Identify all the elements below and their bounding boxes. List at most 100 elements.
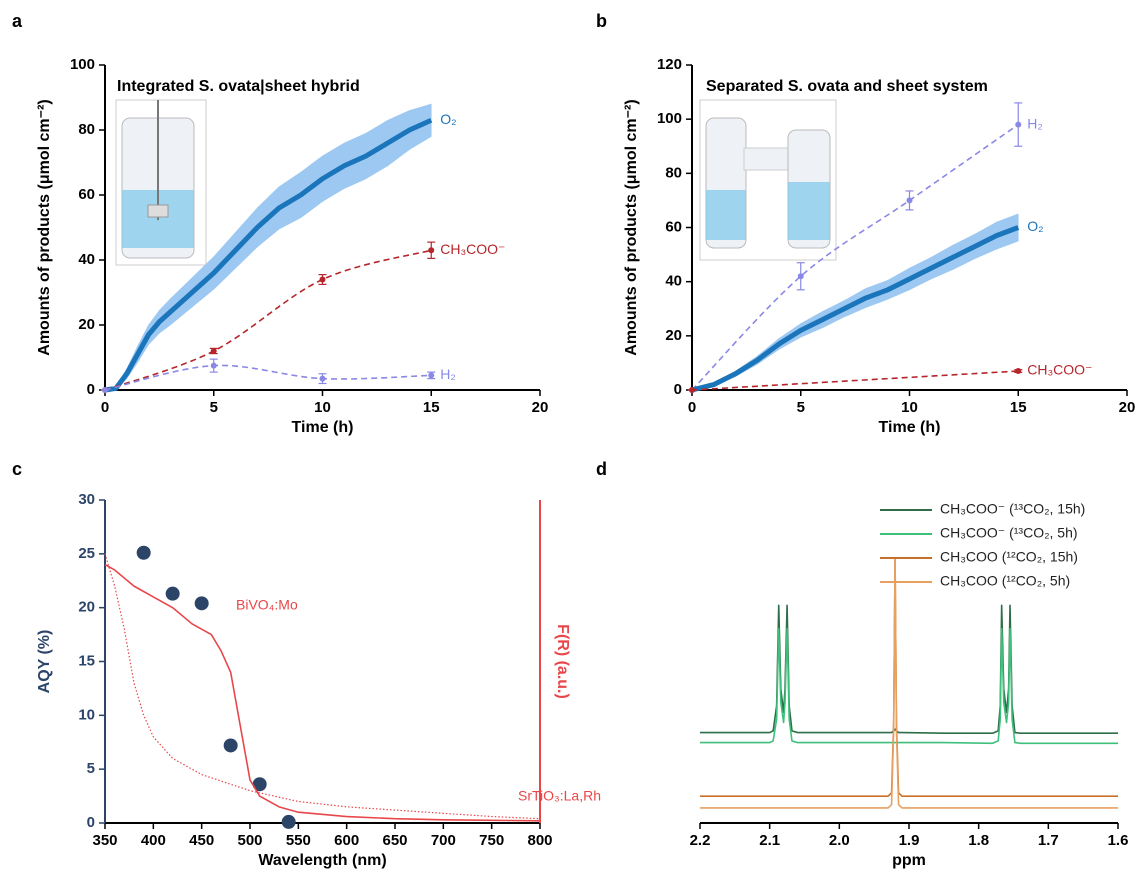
x-tick-label: 1.9 bbox=[899, 832, 920, 849]
legend-label: CH₃COO⁻ (¹³CO₂, 15h) bbox=[940, 501, 1085, 517]
y-tick-label: 30 bbox=[78, 491, 95, 508]
y2-axis-label: F(R) (a.u.) bbox=[554, 624, 571, 699]
y-tick-label: 80 bbox=[665, 164, 682, 181]
y-axis-label: Amounts of products (μmol cm⁻²) bbox=[36, 99, 53, 355]
y-tick-label: 25 bbox=[78, 545, 95, 562]
x-axis-label: ppm bbox=[892, 852, 926, 869]
marker bbox=[1015, 368, 1022, 375]
y-axis-label: Amounts of products (μmol cm⁻²) bbox=[623, 99, 640, 355]
marker bbox=[210, 362, 217, 369]
y-tick-label: 20 bbox=[78, 316, 95, 333]
y-tick-label: 0 bbox=[674, 381, 682, 398]
x-tick-label: 500 bbox=[237, 832, 262, 849]
x-tick-label: 700 bbox=[431, 832, 456, 849]
x-tick-label: 0 bbox=[688, 399, 696, 416]
series-line bbox=[104, 553, 541, 820]
y-tick-label: 80 bbox=[78, 121, 95, 138]
panel-label: d bbox=[596, 459, 607, 479]
x-tick-label: 1.6 bbox=[1108, 832, 1129, 849]
marker bbox=[319, 276, 326, 283]
chart-title: Integrated S. ovata|sheet hybrid bbox=[117, 78, 360, 95]
chart-title: Separated S. ovata and sheet system bbox=[706, 78, 988, 95]
y-tick-label: 120 bbox=[657, 56, 682, 73]
x-tick-label: 600 bbox=[334, 832, 359, 849]
x-tick-label: 350 bbox=[92, 832, 117, 849]
y-tick-label: 5 bbox=[87, 760, 95, 777]
series-label: CH₃COO⁻ bbox=[440, 241, 505, 257]
x-tick-label: 1.7 bbox=[1038, 832, 1059, 849]
marker bbox=[797, 273, 804, 280]
y-tick-label: 20 bbox=[78, 599, 95, 616]
x-tick-label: 450 bbox=[189, 832, 214, 849]
marker bbox=[689, 387, 695, 393]
x-axis-label: Wavelength (nm) bbox=[258, 852, 386, 869]
x-tick-label: 10 bbox=[314, 399, 331, 416]
x-axis-label: Time (h) bbox=[292, 419, 354, 436]
series-label: H₂ bbox=[1027, 115, 1043, 131]
x-tick-label: 2.2 bbox=[690, 832, 711, 849]
inset-reactor-b bbox=[699, 99, 837, 261]
y-tick-label: 20 bbox=[665, 327, 682, 344]
marker bbox=[906, 197, 913, 204]
y-tick-label: 10 bbox=[78, 706, 95, 723]
x-axis-label: Time (h) bbox=[879, 419, 941, 436]
panel-label: c bbox=[12, 459, 22, 479]
marker bbox=[428, 372, 435, 379]
x-tick-label: 1.8 bbox=[968, 832, 989, 849]
x-tick-label: 20 bbox=[1119, 399, 1136, 416]
panel-label: a bbox=[12, 11, 23, 31]
marker bbox=[223, 738, 238, 753]
series-line bbox=[700, 557, 1118, 797]
x-tick-label: 2.0 bbox=[829, 832, 850, 849]
y-tick-label: 0 bbox=[87, 814, 95, 831]
marker bbox=[210, 348, 217, 354]
x-tick-label: 20 bbox=[532, 399, 549, 416]
y-tick-label: 40 bbox=[78, 251, 95, 268]
series-line bbox=[700, 604, 1118, 735]
x-tick-label: 15 bbox=[423, 399, 440, 416]
marker bbox=[102, 387, 108, 393]
x-tick-label: 0 bbox=[101, 399, 109, 416]
x-tick-label: 800 bbox=[527, 832, 552, 849]
legend-label: CH₃COO (¹²CO₂, 5h) bbox=[940, 573, 1070, 589]
y-tick-label: 60 bbox=[665, 218, 682, 235]
marker bbox=[136, 545, 151, 560]
x-tick-label: 2.1 bbox=[759, 832, 780, 849]
marker bbox=[165, 586, 180, 601]
series-label: O₂ bbox=[1027, 218, 1043, 234]
marker bbox=[1015, 121, 1022, 128]
x-tick-label: 5 bbox=[210, 399, 218, 416]
marker bbox=[319, 375, 326, 382]
series-line bbox=[104, 364, 432, 391]
legend-label: CH₃COO⁻ (¹³CO₂, 5h) bbox=[940, 525, 1078, 541]
series-label: CH₃COO⁻ bbox=[1027, 362, 1092, 378]
series-label: SrTiO₃:La,Rh bbox=[518, 788, 601, 804]
panel-label: b bbox=[596, 11, 607, 31]
series-line bbox=[691, 225, 1020, 393]
marker bbox=[252, 777, 267, 792]
x-tick-label: 400 bbox=[141, 832, 166, 849]
series-label: O₂ bbox=[440, 111, 456, 127]
marker bbox=[281, 814, 296, 829]
legend-label: CH₃COO (¹²CO₂, 15h) bbox=[940, 549, 1078, 565]
y-tick-label: 40 bbox=[665, 273, 682, 290]
y-tick-label: 100 bbox=[657, 110, 682, 127]
y-tick-label: 15 bbox=[78, 652, 95, 669]
x-tick-label: 10 bbox=[901, 399, 918, 416]
marker bbox=[428, 247, 435, 254]
series-line bbox=[700, 557, 1118, 809]
series-line bbox=[700, 627, 1118, 745]
x-tick-label: 550 bbox=[286, 832, 311, 849]
series-label: BiVO₄:Mo bbox=[236, 597, 298, 613]
series-label: H₂ bbox=[440, 366, 456, 382]
x-tick-label: 650 bbox=[382, 832, 407, 849]
series-line bbox=[104, 249, 432, 391]
inset-reactor-a bbox=[115, 99, 207, 266]
series-line bbox=[104, 563, 541, 822]
y-tick-label: 60 bbox=[78, 186, 95, 203]
y-axis-label: AQY (%) bbox=[36, 630, 53, 694]
x-tick-label: 5 bbox=[797, 399, 805, 416]
x-tick-label: 15 bbox=[1010, 399, 1027, 416]
y-tick-label: 100 bbox=[70, 56, 95, 73]
